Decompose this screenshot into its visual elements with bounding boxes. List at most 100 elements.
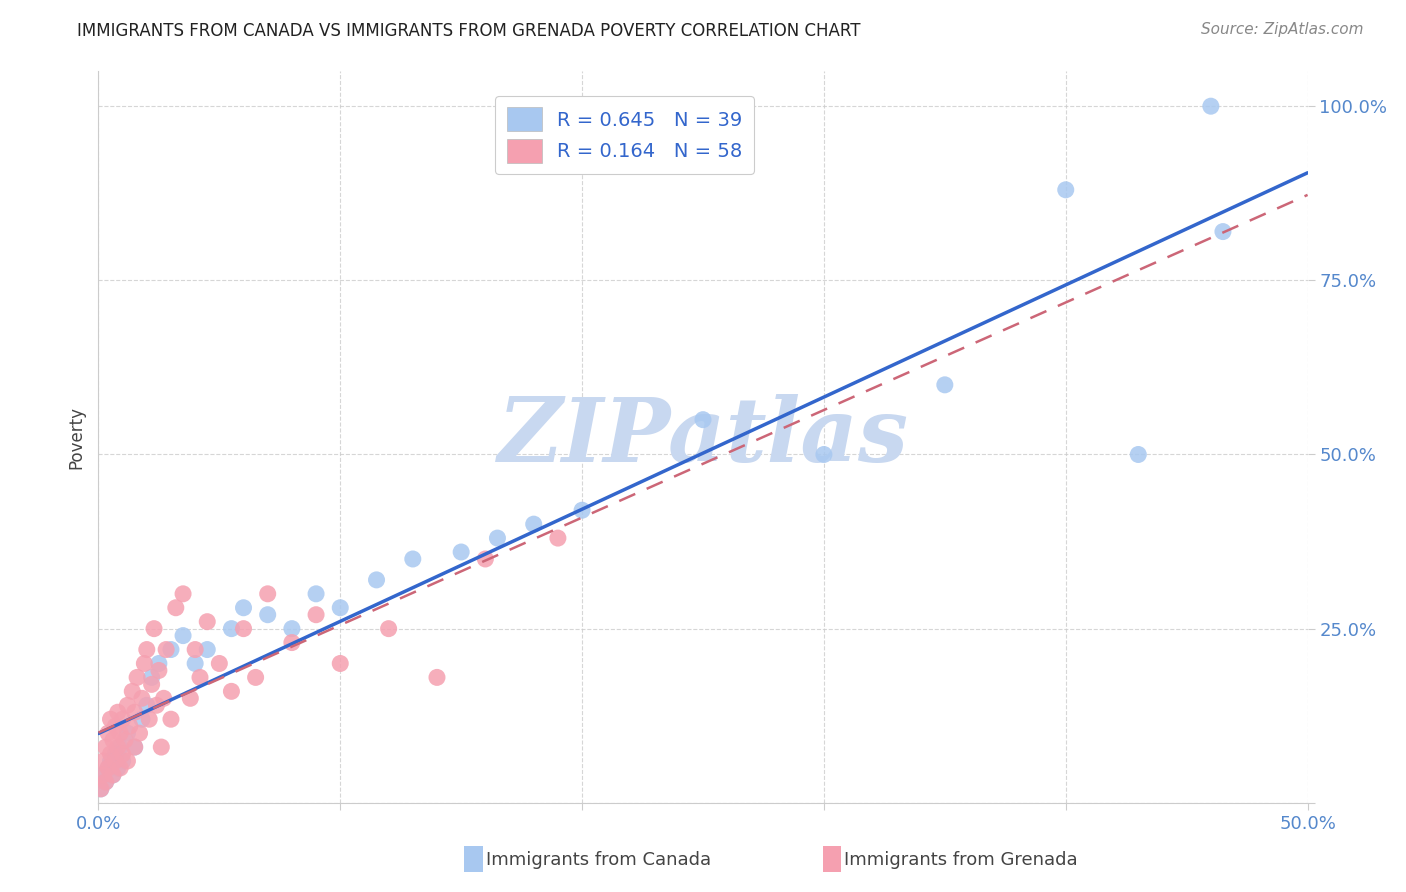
Point [256,607,278,622]
Point [165,600,187,615]
Point [152,691,174,706]
Point [111,747,134,761]
Point [91,754,114,768]
Point [160,712,183,726]
Point [1128,448,1150,462]
Point [474,552,496,566]
Point [104,719,127,733]
Point [97,761,120,775]
Point [188,670,211,684]
Point [366,573,388,587]
Point [134,657,156,671]
Point [160,642,183,657]
Text: Immigrants from Canada: Immigrants from Canada [485,851,711,870]
Point [184,642,207,657]
Point [141,670,163,684]
Text: Immigrants from Grenada: Immigrants from Grenada [844,851,1078,870]
Point [107,740,129,755]
Point [377,622,399,636]
Point [232,600,254,615]
Y-axis label: Poverty: Poverty [67,406,86,468]
Point [221,622,243,636]
Point [101,733,124,747]
Point [1199,99,1222,113]
Point [124,740,146,755]
Point [108,726,131,740]
Point [184,657,207,671]
Point [101,768,124,782]
Point [281,622,304,636]
Point [124,705,146,719]
Point [1054,183,1077,197]
Point [155,642,177,657]
Legend: R = 0.645   N = 39, R = 0.164   N = 58: R = 0.645 N = 39, R = 0.164 N = 58 [495,95,754,174]
Point [108,740,131,755]
Point [1212,225,1234,239]
Point [523,517,546,532]
Point [221,684,243,698]
Point [172,629,194,643]
Point [101,768,124,782]
Point [128,726,150,740]
Point [450,545,472,559]
Point [94,775,117,789]
Point [107,705,129,719]
Point [195,615,218,629]
Point [547,531,569,545]
Point [305,587,328,601]
Point [402,552,425,566]
Point [121,684,143,698]
Point [97,761,120,775]
Point [90,781,112,796]
Point [90,781,112,796]
Point [100,712,122,726]
Text: Source: ZipAtlas.com: Source: ZipAtlas.com [1201,22,1364,37]
Point [232,622,254,636]
Point [91,768,114,782]
Point [94,775,117,789]
Point [100,754,122,768]
Point [97,726,120,740]
Point [145,698,167,713]
Point [172,587,194,601]
Point [245,670,267,684]
Point [143,622,166,636]
Point [148,657,170,671]
Point [486,531,509,545]
Point [934,377,956,392]
Point [118,719,141,733]
Point [208,657,231,671]
Point [150,740,173,755]
Point [117,698,139,713]
Point [127,670,149,684]
Point [195,642,218,657]
Point [100,747,122,761]
Point [94,740,117,755]
Point [426,670,449,684]
Point [141,677,163,691]
Point [114,733,136,747]
Point [813,448,835,462]
Point [305,607,328,622]
Point [148,664,170,678]
Point [117,726,139,740]
Point [131,712,153,726]
Text: IMMIGRANTS FROM CANADA VS IMMIGRANTS FROM GRENADA POVERTY CORRELATION CHART: IMMIGRANTS FROM CANADA VS IMMIGRANTS FRO… [77,22,860,40]
Point [329,600,352,615]
Point [107,761,129,775]
Point [117,754,139,768]
Point [111,712,134,726]
Point [111,754,134,768]
Point [571,503,593,517]
Point [104,747,127,761]
Point [131,691,153,706]
Text: ZIPatlas: ZIPatlas [498,394,908,480]
Point [281,635,304,649]
Point [179,691,201,706]
Point [692,412,714,426]
Point [108,761,131,775]
Point [135,698,157,713]
Point [135,642,157,657]
Point [104,754,127,768]
Point [256,587,278,601]
